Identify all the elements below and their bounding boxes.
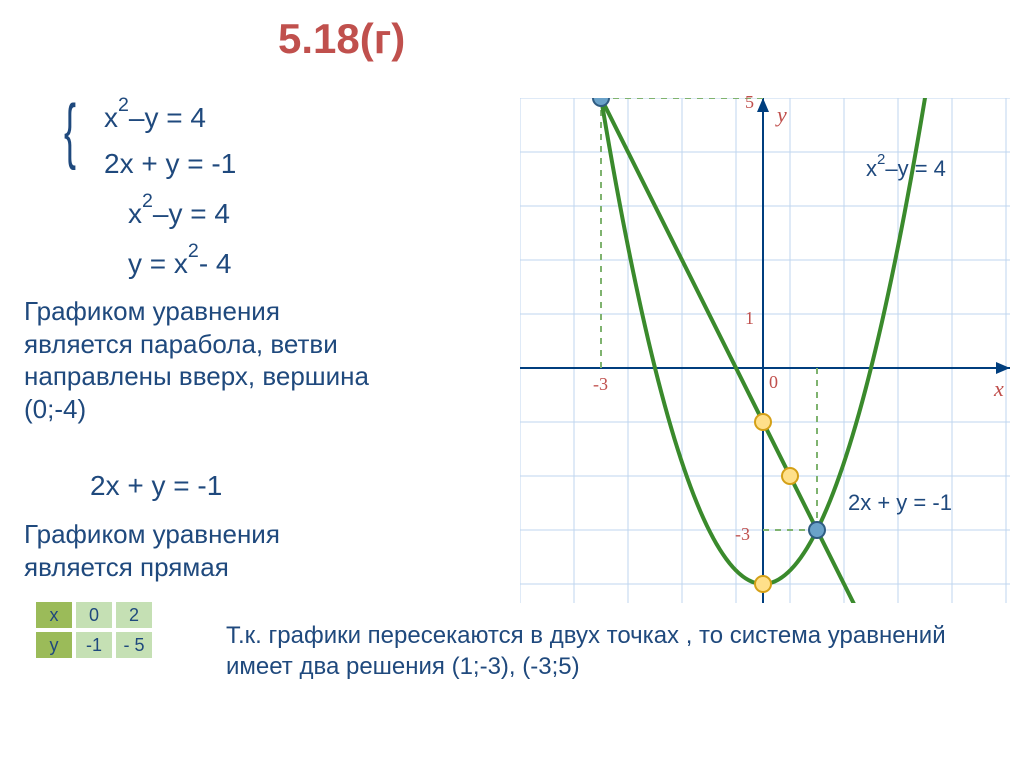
table-h0: х	[36, 602, 72, 628]
eq2: 2х + у = -1	[104, 148, 236, 180]
page-title: 5.18(г)	[278, 15, 405, 63]
tick-label: 1	[745, 308, 754, 329]
tick-label: -3	[593, 374, 608, 395]
table-h1: 0	[76, 602, 112, 628]
tick-label: 5	[745, 92, 754, 113]
chart-eq-label: х2–у = 4	[866, 156, 946, 182]
origin-label: 0	[769, 372, 778, 393]
table-r1: -1	[76, 632, 112, 658]
eq1-sup: 2	[118, 94, 129, 116]
brace: {	[64, 90, 76, 172]
eq1-rest: –у = 4	[129, 102, 206, 133]
chart-eq-label: 2х + у = -1	[848, 490, 952, 516]
eq-mid: 2х + у = -1	[90, 470, 222, 502]
y-axis-label: у	[777, 102, 787, 128]
line4: у = х2- 4	[128, 248, 232, 280]
tick-label: -3	[735, 524, 750, 545]
xy-table: х 0 2 у -1 - 5	[36, 602, 152, 658]
table-r0: у	[36, 632, 72, 658]
para2: Графиком уравнения является прямая	[24, 518, 384, 583]
line3: х2–у = 4	[128, 198, 230, 230]
conclusion: Т.к. графики пересекаются в двух точках …	[226, 620, 986, 682]
table-r2: - 5	[116, 632, 152, 658]
eq1-x: х	[104, 102, 118, 133]
table-h2: 2	[116, 602, 152, 628]
x-axis-label: х	[994, 376, 1004, 402]
para1: Графиком уравнения является парабола, ве…	[24, 295, 384, 425]
eq1: х2–у = 4	[104, 102, 206, 134]
